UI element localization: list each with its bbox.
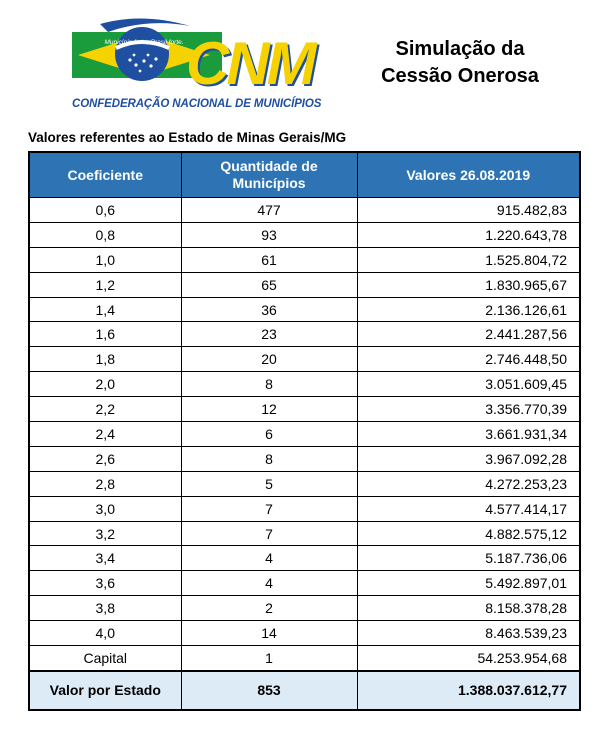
cell-valor: 2.441.287,56: [356, 321, 581, 348]
cell-quantidade: 7: [180, 495, 358, 522]
cell-valor: 3.356.770,39: [356, 396, 581, 423]
table-row: 3,2 7 4.882.575,12: [28, 520, 581, 547]
cell-coeficiente: 0,6: [28, 197, 182, 223]
total-quantity: 853: [180, 669, 358, 711]
table-row: 3,4 4 5.187.736,06: [28, 545, 581, 572]
cell-quantidade: 36: [180, 296, 358, 323]
cell-coeficiente: 2,2: [28, 396, 182, 423]
cell-quantidade: 61: [180, 246, 358, 273]
cell-valor: 4.882.575,12: [356, 520, 581, 547]
cell-quantidade: 12: [180, 396, 358, 423]
cell-valor: 2.746.448,50: [356, 346, 581, 373]
cell-valor: 3.661.931,34: [356, 421, 581, 447]
cell-valor: 4.272.253,23: [356, 470, 581, 497]
cell-quantidade: 7: [180, 520, 358, 547]
logo-caption: CONFEDERAÇÃO NACIONAL DE MUNICÍPIOS: [72, 98, 322, 110]
table-row: 4,0 14 8.463.539,23: [28, 620, 581, 647]
cell-coeficiente: 0,8: [28, 221, 182, 248]
table-row: 1,2 65 1.830.965,67: [28, 271, 581, 298]
header-coeficiente: Coeficiente: [28, 151, 182, 198]
cell-coeficiente: 3,2: [28, 520, 182, 547]
cell-coeficiente: 1,6: [28, 321, 182, 348]
logo-motto: Município forte, Brasil forte.: [104, 39, 183, 46]
cell-quantidade: 8: [180, 371, 358, 398]
table-row: 2,0 8 3.051.609,45: [28, 371, 581, 398]
cell-coeficiente: 3,4: [28, 545, 182, 572]
cell-valor: 8.158.378,28: [356, 595, 581, 622]
cell-coeficiente: 1,2: [28, 271, 182, 298]
cell-quantidade: 6: [180, 421, 358, 447]
total-row: Valor por Estado 853 1.388.037.612,77: [28, 669, 581, 711]
cell-valor: 915.482,83: [356, 197, 581, 223]
cell-valor: 5.492.897,01: [356, 570, 581, 597]
cell-coeficiente: Capital: [28, 645, 182, 672]
cell-quantidade: 8: [180, 445, 358, 472]
cell-coeficiente: 3,8: [28, 595, 182, 622]
cell-coeficiente: 1,4: [28, 296, 182, 323]
total-value: 1.388.037.612,77: [356, 669, 581, 711]
logo-wordmark-fill: CNM: [186, 30, 319, 97]
cell-quantidade: 1: [180, 645, 358, 672]
cell-quantidade: 14: [180, 620, 358, 647]
cell-quantidade: 23: [180, 321, 358, 348]
cell-quantidade: 4: [180, 545, 358, 572]
cell-coeficiente: 1,0: [28, 246, 182, 273]
cell-valor: 1.830.965,67: [356, 271, 581, 298]
table-row: 2,8 5 4.272.253,23: [28, 470, 581, 497]
cell-coeficiente: 3,0: [28, 495, 182, 522]
table-row: 2,2 12 3.356.770,39: [28, 396, 581, 423]
cell-valor: 5.187.736,06: [356, 545, 581, 572]
table-row: 2,4 6 3.661.931,34: [28, 421, 581, 447]
cell-valor: 8.463.539,23: [356, 620, 581, 647]
cnm-logo-icon: Município forte, Brasil forte. CNM CNM: [72, 18, 322, 98]
cell-coeficiente: 2,6: [28, 445, 182, 472]
cell-valor: 4.577.414,17: [356, 495, 581, 522]
cell-quantidade: 20: [180, 346, 358, 373]
cell-valor: 3.051.609,45: [356, 371, 581, 398]
cell-coeficiente: 2,4: [28, 421, 182, 447]
cell-quantidade: 2: [180, 595, 358, 622]
table-header-row: Coeficiente Quantidade de Municípios Val…: [28, 151, 581, 198]
cnm-logo: Município forte, Brasil forte. CNM CNM C…: [72, 14, 322, 116]
cell-coeficiente: 1,8: [28, 346, 182, 373]
cell-quantidade: 4: [180, 570, 358, 597]
cell-quantidade: 477: [180, 197, 358, 223]
table-row: 0,8 93 1.220.643,78: [28, 221, 581, 248]
table-row: 1,4 36 2.136.126,61: [28, 296, 581, 323]
table-row: 1,6 23 2.441.287,56: [28, 321, 581, 348]
cell-quantidade: 65: [180, 271, 358, 298]
table-row: 2,6 8 3.967.092,28: [28, 445, 581, 472]
header-valores: Valores 26.08.2019: [356, 151, 581, 198]
cell-valor: 2.136.126,61: [356, 296, 581, 323]
title-line-1: Simulação da: [395, 38, 525, 60]
table-row: 3,6 4 5.492.897,01: [28, 570, 581, 597]
header-quantidade: Quantidade de Municípios: [180, 151, 358, 198]
table-row: 1,0 61 1.525.804,72: [28, 246, 581, 273]
table-row: 3,0 7 4.577.414,17: [28, 495, 581, 522]
cell-coeficiente: 2,8: [28, 470, 182, 497]
cell-valor: 1.525.804,72: [356, 246, 581, 273]
table-row: 1,8 20 2.746.448,50: [28, 346, 581, 373]
cell-valor: 1.220.643,78: [356, 221, 581, 248]
table-row: 3,8 2 8.158.378,28: [28, 595, 581, 622]
title-line-2: Cessão Onerosa: [381, 65, 539, 87]
total-label: Valor por Estado: [28, 669, 182, 711]
cell-valor: 3.967.092,28: [356, 445, 581, 472]
cell-coeficiente: 3,6: [28, 570, 182, 597]
cell-coeficiente: 2,0: [28, 371, 182, 398]
document-title: Simulação da Cessão Onerosa: [360, 36, 560, 90]
cell-coeficiente: 4,0: [28, 620, 182, 647]
cell-quantidade: 93: [180, 221, 358, 248]
cell-quantidade: 5: [180, 470, 358, 497]
table-row: Capital 1 54.253.954,68: [28, 645, 581, 672]
table-row: 0,6 477 915.482,83: [28, 197, 581, 223]
logo-wordmark: CNM: [188, 32, 321, 98]
table-subtitle: Valores referentes ao Estado de Minas Ge…: [28, 130, 347, 145]
cell-valor: 54.253.954,68: [356, 645, 581, 672]
values-table: Coeficiente Quantidade de Municípios Val…: [28, 151, 581, 711]
